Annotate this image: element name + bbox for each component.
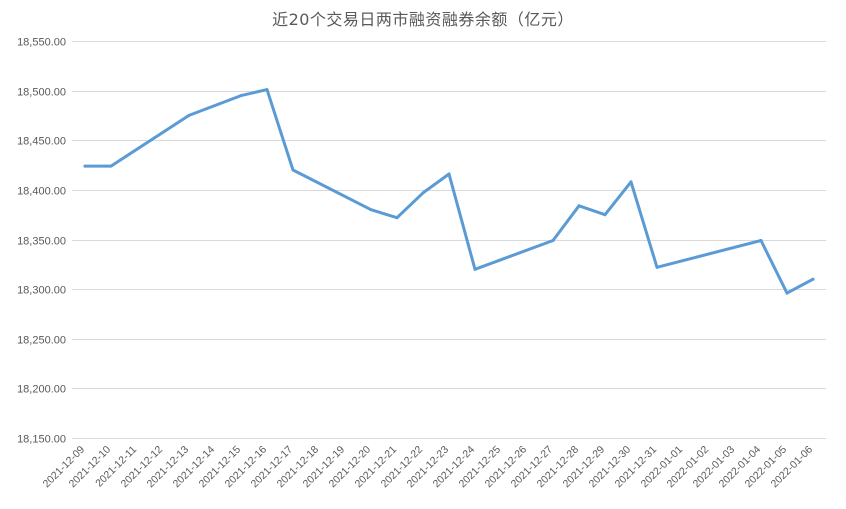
data-point bbox=[577, 204, 581, 208]
y-tick-label: 18,500.00 bbox=[17, 87, 66, 99]
y-axis-ticks: 18,150.00 18,200.00 18,250.00 18,300.00 18,3… bbox=[17, 37, 66, 446]
y-tick-label: 18,400.00 bbox=[17, 186, 66, 198]
x-axis-ticks: 2021-12-092021-12-102021-12-112021-12-12… bbox=[41, 444, 816, 491]
data-point bbox=[811, 277, 815, 281]
data-point bbox=[473, 267, 477, 271]
data-point bbox=[109, 164, 113, 168]
data-point bbox=[603, 213, 607, 217]
data-point bbox=[785, 291, 789, 295]
data-point bbox=[395, 216, 399, 220]
data-point bbox=[759, 239, 763, 242]
y-tick-label: 18,450.00 bbox=[17, 136, 66, 148]
data-point bbox=[239, 94, 243, 98]
y-tick-label: 18,300.00 bbox=[17, 285, 66, 297]
data-point bbox=[369, 208, 373, 212]
data-point bbox=[83, 164, 87, 168]
chart-title: 近20个交易日两市融资融券余额（亿元） bbox=[272, 10, 574, 29]
data-point bbox=[655, 265, 659, 269]
data-point bbox=[187, 113, 191, 117]
y-tick-label: 18,550.00 bbox=[17, 37, 66, 49]
y-tick-label: 18,150.00 bbox=[17, 434, 66, 446]
data-point bbox=[265, 88, 269, 92]
y-tick-label: 18,350.00 bbox=[17, 236, 66, 248]
data-point bbox=[447, 172, 451, 176]
data-point bbox=[629, 180, 633, 184]
series-layer bbox=[83, 88, 815, 295]
y-tick-label: 18,250.00 bbox=[17, 335, 66, 347]
data-point bbox=[291, 168, 295, 172]
y-tick-label: 18,200.00 bbox=[17, 384, 66, 396]
data-point bbox=[421, 191, 425, 195]
gridlines bbox=[72, 41, 826, 439]
data-point bbox=[551, 239, 555, 242]
series-line bbox=[83, 88, 815, 295]
